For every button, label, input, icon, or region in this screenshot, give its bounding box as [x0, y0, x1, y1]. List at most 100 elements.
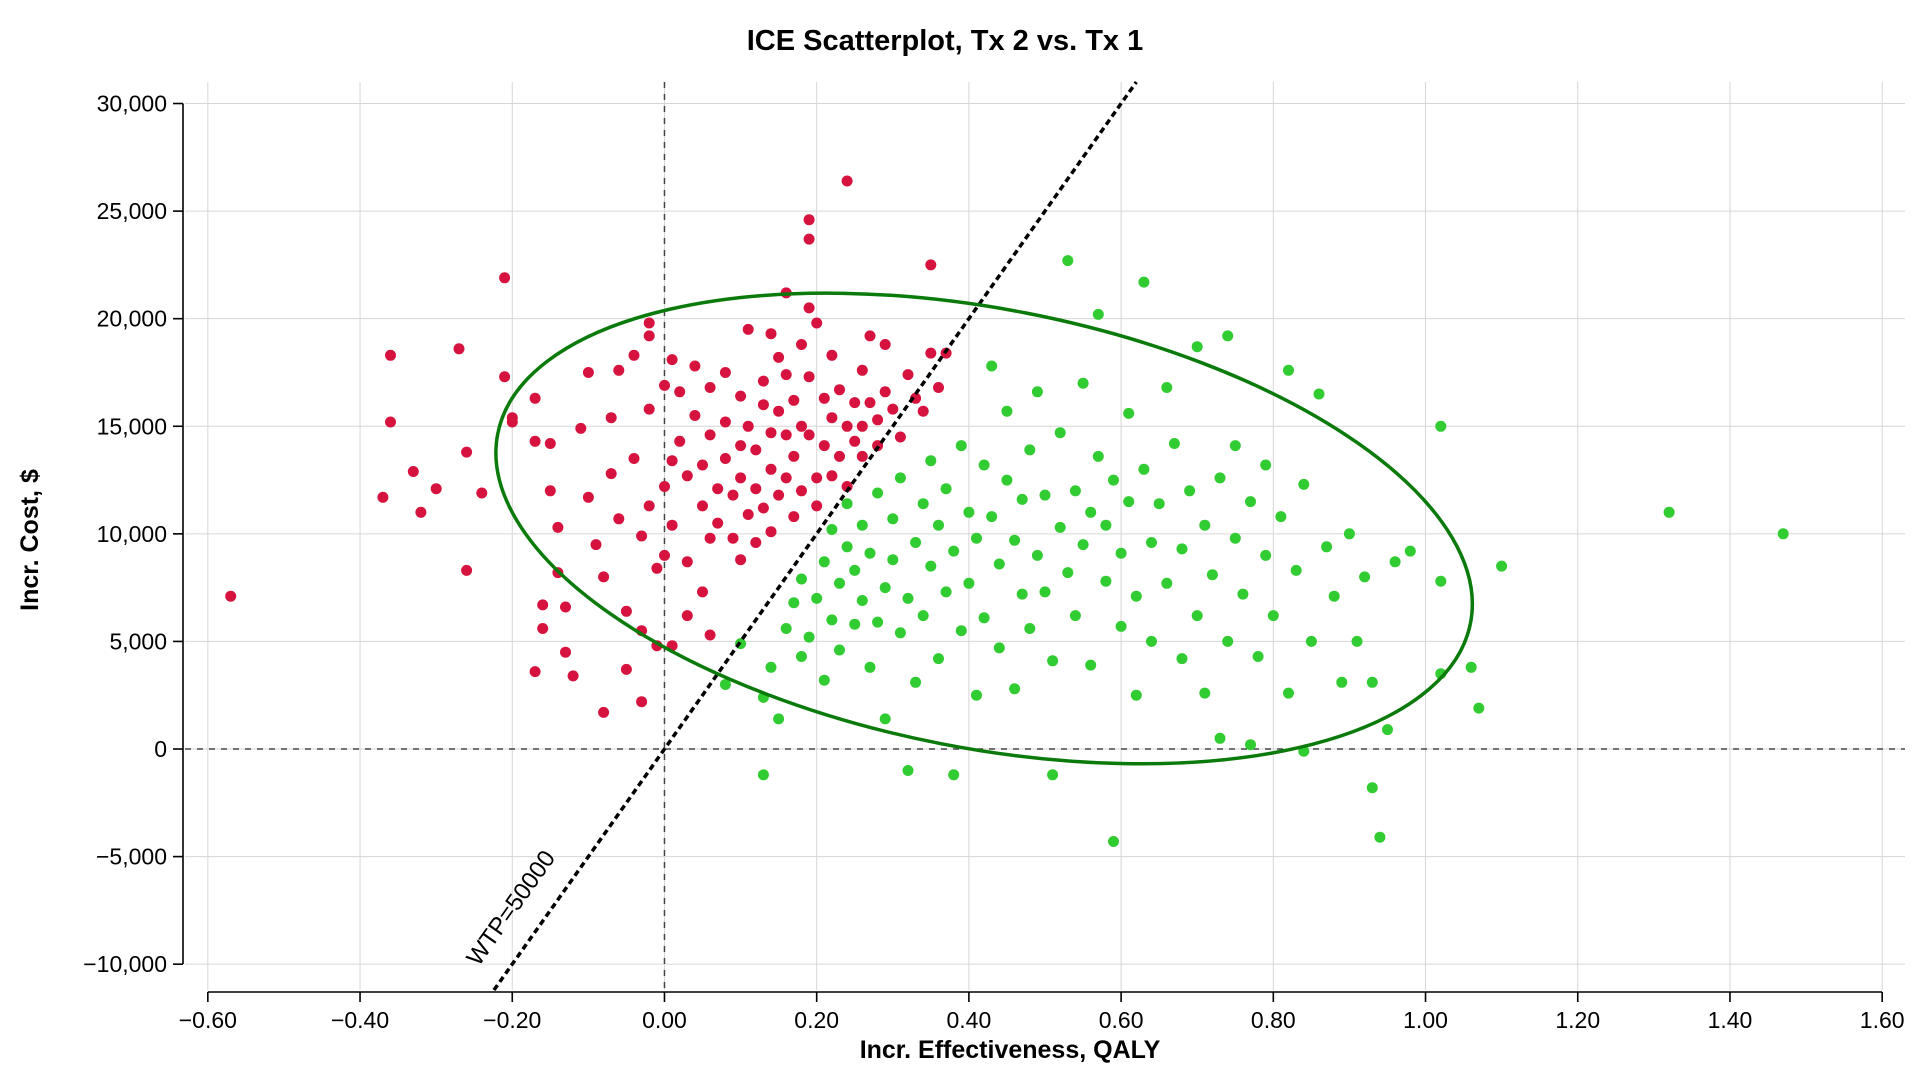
- data-point: [1435, 420, 1447, 432]
- data-point: [1009, 683, 1021, 695]
- data-point: [849, 397, 861, 409]
- data-point: [1663, 506, 1675, 518]
- data-point: [499, 371, 511, 383]
- data-point: [544, 485, 556, 497]
- x-tick-label: 0.80: [1251, 1007, 1296, 1033]
- data-point: [385, 349, 396, 361]
- data-point: [1222, 635, 1234, 647]
- data-point: [902, 369, 914, 381]
- data-point: [894, 472, 906, 484]
- data-point: [826, 349, 838, 361]
- data-point: [1298, 478, 1310, 490]
- y-tick-label: 5,000: [109, 628, 167, 654]
- data-point: [780, 623, 792, 634]
- data-point: [849, 435, 861, 447]
- data-point: [643, 403, 655, 415]
- data-point: [697, 586, 708, 598]
- data-point: [1153, 498, 1165, 510]
- data-point: [841, 498, 853, 510]
- x-tick-label: 0.00: [642, 1007, 687, 1033]
- data-point: [1108, 474, 1119, 486]
- x-tick-label: 1.60: [1860, 1007, 1905, 1033]
- data-point: [963, 577, 975, 589]
- data-point: [1184, 485, 1196, 497]
- data-point: [834, 577, 845, 589]
- data-point: [955, 625, 967, 637]
- data-point: [727, 489, 739, 501]
- data-point: [605, 412, 617, 424]
- data-point: [499, 272, 511, 284]
- grid: [185, 82, 1905, 990]
- x-tick-label: −0.20: [483, 1007, 541, 1033]
- data-point: [1191, 341, 1203, 353]
- data-point: [666, 354, 678, 366]
- data-point: [476, 487, 488, 499]
- data-point: [628, 453, 640, 464]
- data-point: [643, 317, 655, 329]
- data-point: [933, 519, 944, 531]
- data-point: [1404, 545, 1416, 557]
- data-point: [1214, 472, 1226, 484]
- data-point: [1024, 444, 1036, 456]
- data-point: [643, 330, 655, 342]
- data-point: [1260, 549, 1272, 561]
- data-point: [1138, 276, 1150, 288]
- data-point: [826, 524, 838, 535]
- data-point: [1374, 831, 1386, 843]
- wtp-line: [492, 80, 1138, 992]
- data-point: [1123, 407, 1135, 419]
- zero-lines: [185, 82, 1905, 990]
- data-point: [841, 420, 853, 432]
- data-point: [925, 347, 937, 359]
- data-point: [803, 371, 815, 383]
- data-point: [1229, 532, 1241, 544]
- data-point: [1047, 769, 1059, 781]
- data-point: [811, 592, 823, 604]
- y-tick-label: 30,000: [97, 91, 167, 117]
- data-point: [415, 506, 427, 518]
- data-point: [803, 429, 815, 441]
- data-point: [849, 618, 861, 630]
- chart-title: ICE Scatterplot, Tx 2 vs. Tx 1: [747, 25, 1143, 57]
- y-tick-label: 25,000: [97, 198, 167, 224]
- data-point: [963, 506, 975, 518]
- data-point: [1229, 440, 1241, 452]
- data-point: [902, 592, 914, 604]
- data-point: [1465, 661, 1477, 673]
- data-point: [765, 661, 777, 673]
- x-tick-label: 0.60: [1099, 1007, 1144, 1033]
- data-point: [917, 498, 929, 510]
- data-point: [902, 765, 914, 776]
- data-point: [1777, 528, 1789, 540]
- data-point: [1283, 687, 1294, 699]
- data-point: [598, 706, 610, 718]
- series-1: [719, 255, 1789, 847]
- data-point: [796, 651, 807, 662]
- data-point: [704, 429, 716, 441]
- data-point: [697, 459, 708, 471]
- data-point: [879, 582, 891, 594]
- data-point: [1130, 590, 1142, 602]
- data-point: [788, 511, 800, 523]
- x-tick-label: 1.20: [1555, 1007, 1600, 1033]
- data-point: [1176, 653, 1188, 665]
- data-point: [894, 431, 906, 443]
- data-point: [971, 532, 982, 544]
- data-point: [1336, 676, 1348, 688]
- data-point: [636, 530, 648, 542]
- data-point: [567, 670, 579, 682]
- data-point: [757, 769, 769, 781]
- data-point: [978, 612, 990, 624]
- data-point: [856, 420, 868, 432]
- data-point: [1146, 537, 1157, 548]
- data-point: [864, 397, 876, 409]
- data-point: [879, 339, 891, 350]
- data-point: [796, 339, 807, 350]
- data-point: [544, 438, 556, 449]
- data-point: [1039, 489, 1051, 501]
- x-tick-label: 1.00: [1403, 1007, 1448, 1033]
- data-point: [826, 614, 838, 626]
- data-point: [1054, 521, 1066, 533]
- data-point: [1343, 528, 1355, 540]
- data-point: [620, 605, 632, 617]
